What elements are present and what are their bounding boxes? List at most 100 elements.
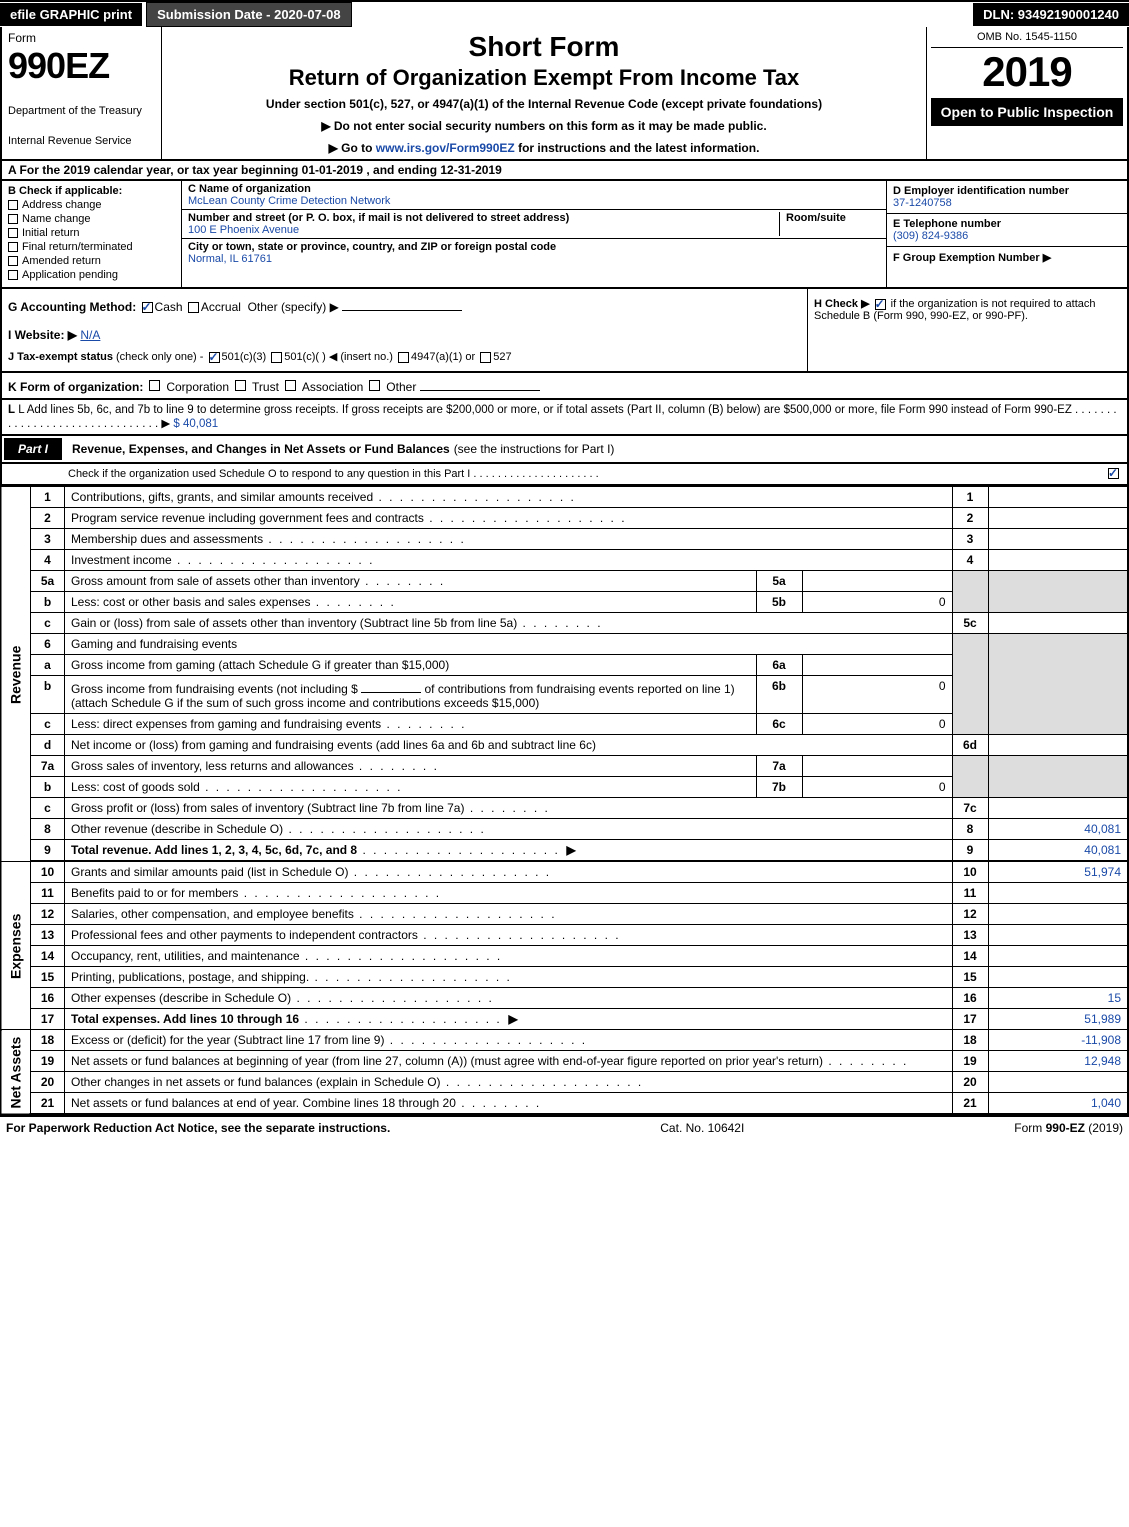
l2-desc: Program service revenue including govern…	[71, 511, 627, 525]
j-o3: 4947(a)(1) or	[411, 351, 475, 363]
l10-num: 10	[31, 862, 65, 883]
l6d-num: d	[31, 735, 65, 756]
part1-title: Revenue, Expenses, and Changes in Net As…	[64, 442, 450, 456]
l7-greybox	[952, 756, 988, 798]
l13-box: 13	[952, 925, 988, 946]
form-word: Form	[8, 31, 155, 45]
l14-num: 14	[31, 946, 65, 967]
side-netassets: Net Assets	[1, 1030, 31, 1115]
l8-box: 8	[952, 819, 988, 840]
l9-num: 9	[31, 840, 65, 861]
l9-box: 9	[952, 840, 988, 861]
l6b-sv: 0	[802, 676, 952, 714]
irs-link[interactable]: www.irs.gov/Form990EZ	[376, 141, 515, 155]
cb-h[interactable]	[875, 299, 886, 310]
g-label: G Accounting Method:	[8, 300, 136, 314]
k-other-input[interactable]	[420, 377, 540, 391]
efile-print-button[interactable]: efile GRAPHIC print	[0, 3, 142, 26]
cb-initial-return[interactable]	[8, 228, 18, 238]
l6a-sv	[802, 655, 952, 676]
section-b: B Check if applicable: Address change Na…	[2, 181, 182, 287]
l2-amt	[988, 508, 1128, 529]
k-opt-2: Association	[302, 380, 363, 394]
l12-amt	[988, 904, 1128, 925]
l5a-num: 5a	[31, 571, 65, 592]
cb-4947[interactable]	[398, 352, 409, 363]
l8-amt: 40,081	[988, 819, 1128, 840]
cb-527[interactable]	[480, 352, 491, 363]
l6c-num: c	[31, 714, 65, 735]
l19-amt: 12,948	[988, 1051, 1128, 1072]
block-g-h: G Accounting Method: Cash Accrual Other …	[0, 289, 1129, 373]
cb-other[interactable]	[369, 380, 380, 391]
cb-501c[interactable]	[271, 352, 282, 363]
c-name-label: C Name of organization	[188, 183, 311, 195]
cb-accrual[interactable]	[188, 302, 199, 313]
l11-desc: Benefits paid to or for members	[71, 886, 441, 900]
l6a-num: a	[31, 655, 65, 676]
l7b-sub: 7b	[756, 777, 802, 798]
cb-corp[interactable]	[149, 380, 160, 391]
l10-box: 10	[952, 862, 988, 883]
l21-amt: 1,040	[988, 1093, 1128, 1115]
cb-assoc[interactable]	[285, 380, 296, 391]
l16-desc: Other expenses (describe in Schedule O)	[71, 991, 494, 1005]
l4-num: 4	[31, 550, 65, 571]
l5b-desc: Less: cost or other basis and sales expe…	[71, 595, 396, 609]
block-b-through-f: B Check if applicable: Address change Na…	[0, 181, 1129, 289]
l15-box: 15	[952, 967, 988, 988]
l2-box: 2	[952, 508, 988, 529]
cb-trust[interactable]	[235, 380, 246, 391]
l13-desc: Professional fees and other payments to …	[71, 928, 621, 942]
irs-label: Internal Revenue Service	[8, 135, 155, 147]
l6b-num: b	[31, 676, 65, 714]
l17-desc: Total expenses. Add lines 10 through 16	[71, 1012, 299, 1026]
l6b-blank[interactable]	[361, 679, 421, 693]
cb-name-change[interactable]	[8, 214, 18, 224]
cb-final-return[interactable]	[8, 242, 18, 252]
cb-application-pending[interactable]	[8, 270, 18, 280]
l6d-box: 6d	[952, 735, 988, 756]
note-link: ▶ Go to www.irs.gov/Form990EZ for instru…	[170, 141, 918, 155]
j-label: J Tax-exempt status	[8, 351, 113, 363]
b-opt-0: Address change	[22, 199, 102, 211]
l17-num: 17	[31, 1009, 65, 1030]
cb-address-change[interactable]	[8, 200, 18, 210]
f-label: F Group Exemption Number ▶	[893, 252, 1051, 264]
d-label: D Employer identification number	[893, 185, 1069, 197]
l6b-sub: 6b	[756, 676, 802, 714]
g-other-input[interactable]	[342, 297, 462, 311]
i-label: I Website: ▶	[8, 328, 77, 342]
note2-post: for instructions and the latest informat…	[515, 141, 760, 155]
l20-num: 20	[31, 1072, 65, 1093]
l7-greyamt	[988, 756, 1128, 798]
note-ssn: ▶ Do not enter social security numbers o…	[170, 119, 918, 133]
cb-cash[interactable]	[142, 302, 153, 313]
footer-right-bold: 990-EZ	[1046, 1121, 1085, 1135]
side-revenue: Revenue	[1, 487, 31, 862]
l7c-amt	[988, 798, 1128, 819]
l11-amt	[988, 883, 1128, 904]
title-long: Return of Organization Exempt From Incom…	[170, 65, 918, 91]
cb-amended-return[interactable]	[8, 256, 18, 266]
l1-num: 1	[31, 487, 65, 508]
l7b-sv: 0	[802, 777, 952, 798]
l6-num: 6	[31, 634, 65, 655]
l20-box: 20	[952, 1072, 988, 1093]
l3-desc: Membership dues and assessments	[71, 532, 466, 546]
form-number: 990EZ	[8, 45, 155, 87]
cb-501c3[interactable]	[209, 352, 220, 363]
g-accrual: Accrual	[201, 300, 241, 314]
l14-desc: Occupancy, rent, utilities, and maintena…	[71, 949, 502, 963]
omb-number: OMB No. 1545-1150	[931, 31, 1123, 48]
l9-arrow: ▶	[566, 843, 575, 857]
form-id-block: Form 990EZ Department of the Treasury In…	[2, 27, 162, 159]
l15-desc: Printing, publications, postage, and shi…	[71, 970, 512, 984]
j-o4: 527	[493, 351, 511, 363]
l18-num: 18	[31, 1030, 65, 1051]
j-o2b: ◀ (insert no.)	[329, 351, 393, 363]
cb-part1-scho[interactable]	[1108, 468, 1119, 479]
l3-amt	[988, 529, 1128, 550]
g-other: Other (specify) ▶	[248, 300, 339, 314]
l19-desc: Net assets or fund balances at beginning…	[71, 1054, 908, 1068]
